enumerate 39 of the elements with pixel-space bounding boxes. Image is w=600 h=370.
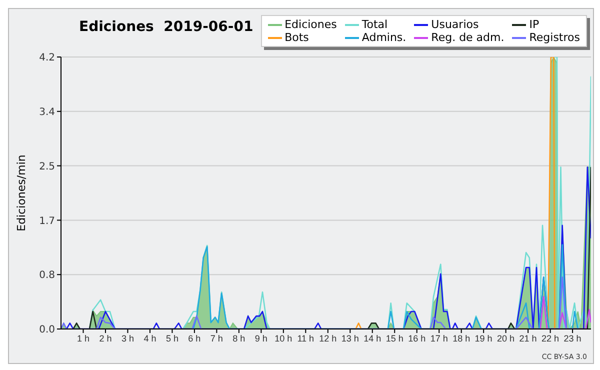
x-tick-label: 21 h	[519, 333, 537, 344]
x-tick-label: 15 h	[386, 333, 404, 344]
x-tick-label: 14 h	[364, 333, 382, 344]
x-tick-label: 2 h	[99, 333, 112, 344]
legend-label: Bots	[284, 31, 309, 44]
legend-label: Reg. de adm.	[431, 31, 504, 44]
x-tick-label: 12 h	[319, 333, 337, 344]
x-tick-label: 10 h	[274, 333, 292, 344]
x-tick-label: 5 h	[166, 333, 178, 344]
x-tick-label: 17 h	[430, 333, 448, 344]
x-tick-label: 3 h	[121, 333, 134, 344]
legend-label: Total	[362, 18, 388, 31]
x-tick-label: 23 h	[564, 333, 582, 344]
x-tick-label: 20 h	[497, 333, 515, 344]
x-tick-label: 4 h	[144, 333, 156, 344]
chart-title: Ediciones 2019-06-01	[79, 19, 254, 35]
x-tick-label: 16 h	[408, 333, 426, 344]
y-axis-title: Ediciones/min	[14, 154, 28, 232]
legend-label: Registros	[529, 31, 580, 44]
x-tick-label: 7 h	[210, 333, 223, 344]
y-tick-label: 1.7	[39, 216, 55, 227]
legend-label: IP	[529, 18, 540, 31]
x-tick-label: 8 h	[232, 333, 246, 344]
x-tick-label: 11 h	[297, 333, 314, 344]
legend-label: Usuarios	[431, 18, 479, 31]
y-tick-label: 0.8	[39, 270, 55, 282]
legend-label: Admins.	[362, 31, 406, 44]
x-tick-label: 19 h	[474, 333, 492, 344]
y-tick-label: 2.5	[39, 161, 55, 172]
x-tick-label: 9 h	[254, 333, 268, 344]
x-tick-label: 13 h	[341, 333, 359, 344]
y-tick-label: 3.4	[39, 106, 55, 118]
y-tick-label: 0.0	[39, 324, 55, 336]
x-tick-label: 6 h	[188, 333, 201, 344]
x-tick-label: 22 h	[542, 333, 560, 344]
legend-label: Ediciones	[284, 18, 337, 31]
x-tick-label: 1 h	[76, 333, 90, 344]
x-tick-label: 18 h	[452, 333, 470, 344]
y-tick-label: 4.2	[39, 52, 55, 64]
